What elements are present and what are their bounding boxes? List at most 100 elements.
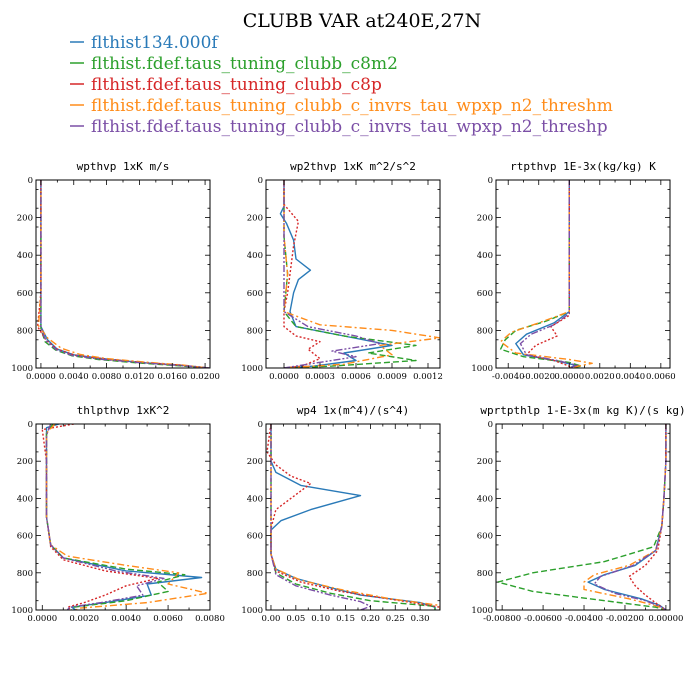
x-tick-label: 0.10 xyxy=(311,614,330,624)
chart-panel: rtpthvp 1E-3x(kg/kg) K02004006008001000-… xyxy=(471,160,675,382)
series-line xyxy=(497,424,667,610)
x-tick-label: 0.0000 xyxy=(26,372,56,382)
y-tick-label: 800 xyxy=(17,569,33,579)
x-tick-label: -0.00600 xyxy=(524,614,562,624)
y-tick-label: 600 xyxy=(17,289,33,299)
series-line xyxy=(270,424,436,610)
series-line xyxy=(279,180,393,368)
legend-item: flthist.fdef.taus_tuning_clubb_c_invrs_t… xyxy=(70,96,613,116)
series-line xyxy=(45,424,165,610)
y-tick-label: 400 xyxy=(17,251,33,261)
y-tick-label: 600 xyxy=(477,532,493,542)
series-line xyxy=(40,180,210,368)
y-tick-label: 600 xyxy=(17,532,33,542)
x-tick-label: 0.30 xyxy=(411,614,430,624)
y-tick-label: 200 xyxy=(17,457,33,467)
series-line xyxy=(266,424,440,610)
legend: flthist134.000f flthist.fdef.taus_tuning… xyxy=(70,33,613,137)
y-tick-label: 400 xyxy=(17,494,33,504)
x-tick-label: 0.20 xyxy=(361,614,380,624)
y-tick-label: 0 xyxy=(258,420,263,430)
x-tick-label: 0.0020 xyxy=(585,372,615,382)
chart-panel: wprtpthlp 1-E-3x(m kg K)/(s kg) 0 200 400 60… xyxy=(471,404,685,624)
y-tick-label: 1000 xyxy=(241,606,263,616)
series-group xyxy=(36,180,210,368)
series-line xyxy=(499,180,593,368)
x-tick-label: 0.0020 xyxy=(69,614,99,624)
y-tick-label: 0 xyxy=(488,420,493,430)
legend-label: flthist.fdef.taus_tuning_clubb_c8p xyxy=(91,75,382,95)
series-line xyxy=(525,180,570,368)
x-tick-label: 0.0003 xyxy=(305,372,335,382)
legend-label: flthist.fdef.taus_tuning_clubb_c_invrs_t… xyxy=(91,117,608,137)
y-tick-label: 600 xyxy=(247,532,263,542)
y-tick-label: 200 xyxy=(477,457,493,467)
y-tick-label: 800 xyxy=(477,569,493,579)
series-line xyxy=(583,424,667,610)
series-line xyxy=(41,424,159,610)
series-line xyxy=(270,424,440,610)
x-tick-label: 0.0080 xyxy=(92,372,122,382)
series-line xyxy=(37,180,209,368)
plot-frame xyxy=(35,179,211,369)
y-tick-label: 400 xyxy=(247,251,263,261)
x-tick-label: -0.0040 xyxy=(492,372,525,382)
x-tick-label: 0.0006 xyxy=(341,372,371,382)
y-tick-label: 1000 xyxy=(241,364,263,374)
x-tick-label: 0.0080 xyxy=(195,614,225,624)
y-tick-label: 200 xyxy=(17,214,33,224)
y-tick-label: 400 xyxy=(477,494,493,504)
y-tick-label: 800 xyxy=(17,326,33,336)
figure-title: CLUBB VAR at240E,27N xyxy=(243,10,482,32)
y-tick-label: 800 xyxy=(247,569,263,579)
legend-label: flthist.fdef.taus_tuning_clubb_c8m2 xyxy=(91,54,398,74)
x-tick-label: 0.0060 xyxy=(646,372,676,382)
plot-frame xyxy=(265,179,441,369)
x-tick-label: 0.15 xyxy=(336,614,355,624)
series-line xyxy=(45,424,203,610)
y-tick-label: 400 xyxy=(477,251,493,261)
x-tick-label: 0.0160 xyxy=(157,372,187,382)
y-tick-label: 1000 xyxy=(471,606,493,616)
y-tick-label: 800 xyxy=(477,326,493,336)
panel-title: thlpthvp 1xK^2 xyxy=(77,404,170,417)
y-tick-label: 200 xyxy=(247,457,263,467)
x-tick-label: 0.0009 xyxy=(377,372,407,382)
x-tick-label: 0.0040 xyxy=(615,372,645,382)
x-tick-label: 0.0000 xyxy=(27,614,57,624)
series-group xyxy=(499,180,593,368)
plot-frame xyxy=(35,423,211,611)
y-tick-label: 1000 xyxy=(11,606,33,616)
x-tick-label: 0.0000 xyxy=(554,372,584,382)
series-line xyxy=(270,424,372,610)
series-group xyxy=(41,424,209,610)
panel-title: wp4 1x(m^4)/(s^4) xyxy=(297,404,410,417)
panel-title: wp2thvp 1xK m^2/s^2 xyxy=(290,160,416,173)
series-line xyxy=(587,424,667,610)
y-tick-label: 600 xyxy=(477,289,493,299)
x-tick-label: 0.0000 xyxy=(269,372,299,382)
series-line xyxy=(519,180,578,368)
y-tick-label: 0 xyxy=(28,176,33,186)
x-tick-label: 0.0200 xyxy=(190,372,220,382)
x-tick-label: 0.0060 xyxy=(153,614,183,624)
x-tick-label: 0.05 xyxy=(286,614,305,624)
y-tick-label: 200 xyxy=(247,214,263,224)
panel-title: wpthvp 1xK m/s xyxy=(77,160,170,173)
x-tick-label: 0.0040 xyxy=(59,372,89,382)
x-tick-label: 0.00000 xyxy=(648,614,683,624)
series-line xyxy=(628,424,667,610)
x-tick-label: 0.0120 xyxy=(125,372,155,382)
series-line xyxy=(270,424,436,610)
series-line xyxy=(45,424,209,610)
legend-item: flthist.fdef.taus_tuning_clubb_c8p xyxy=(70,75,382,95)
panel-title: rtpthvp 1E-3x(kg/kg) K xyxy=(510,160,656,173)
series-line xyxy=(515,180,577,368)
x-tick-label: 0.0040 xyxy=(111,614,141,624)
series-line xyxy=(593,424,667,610)
